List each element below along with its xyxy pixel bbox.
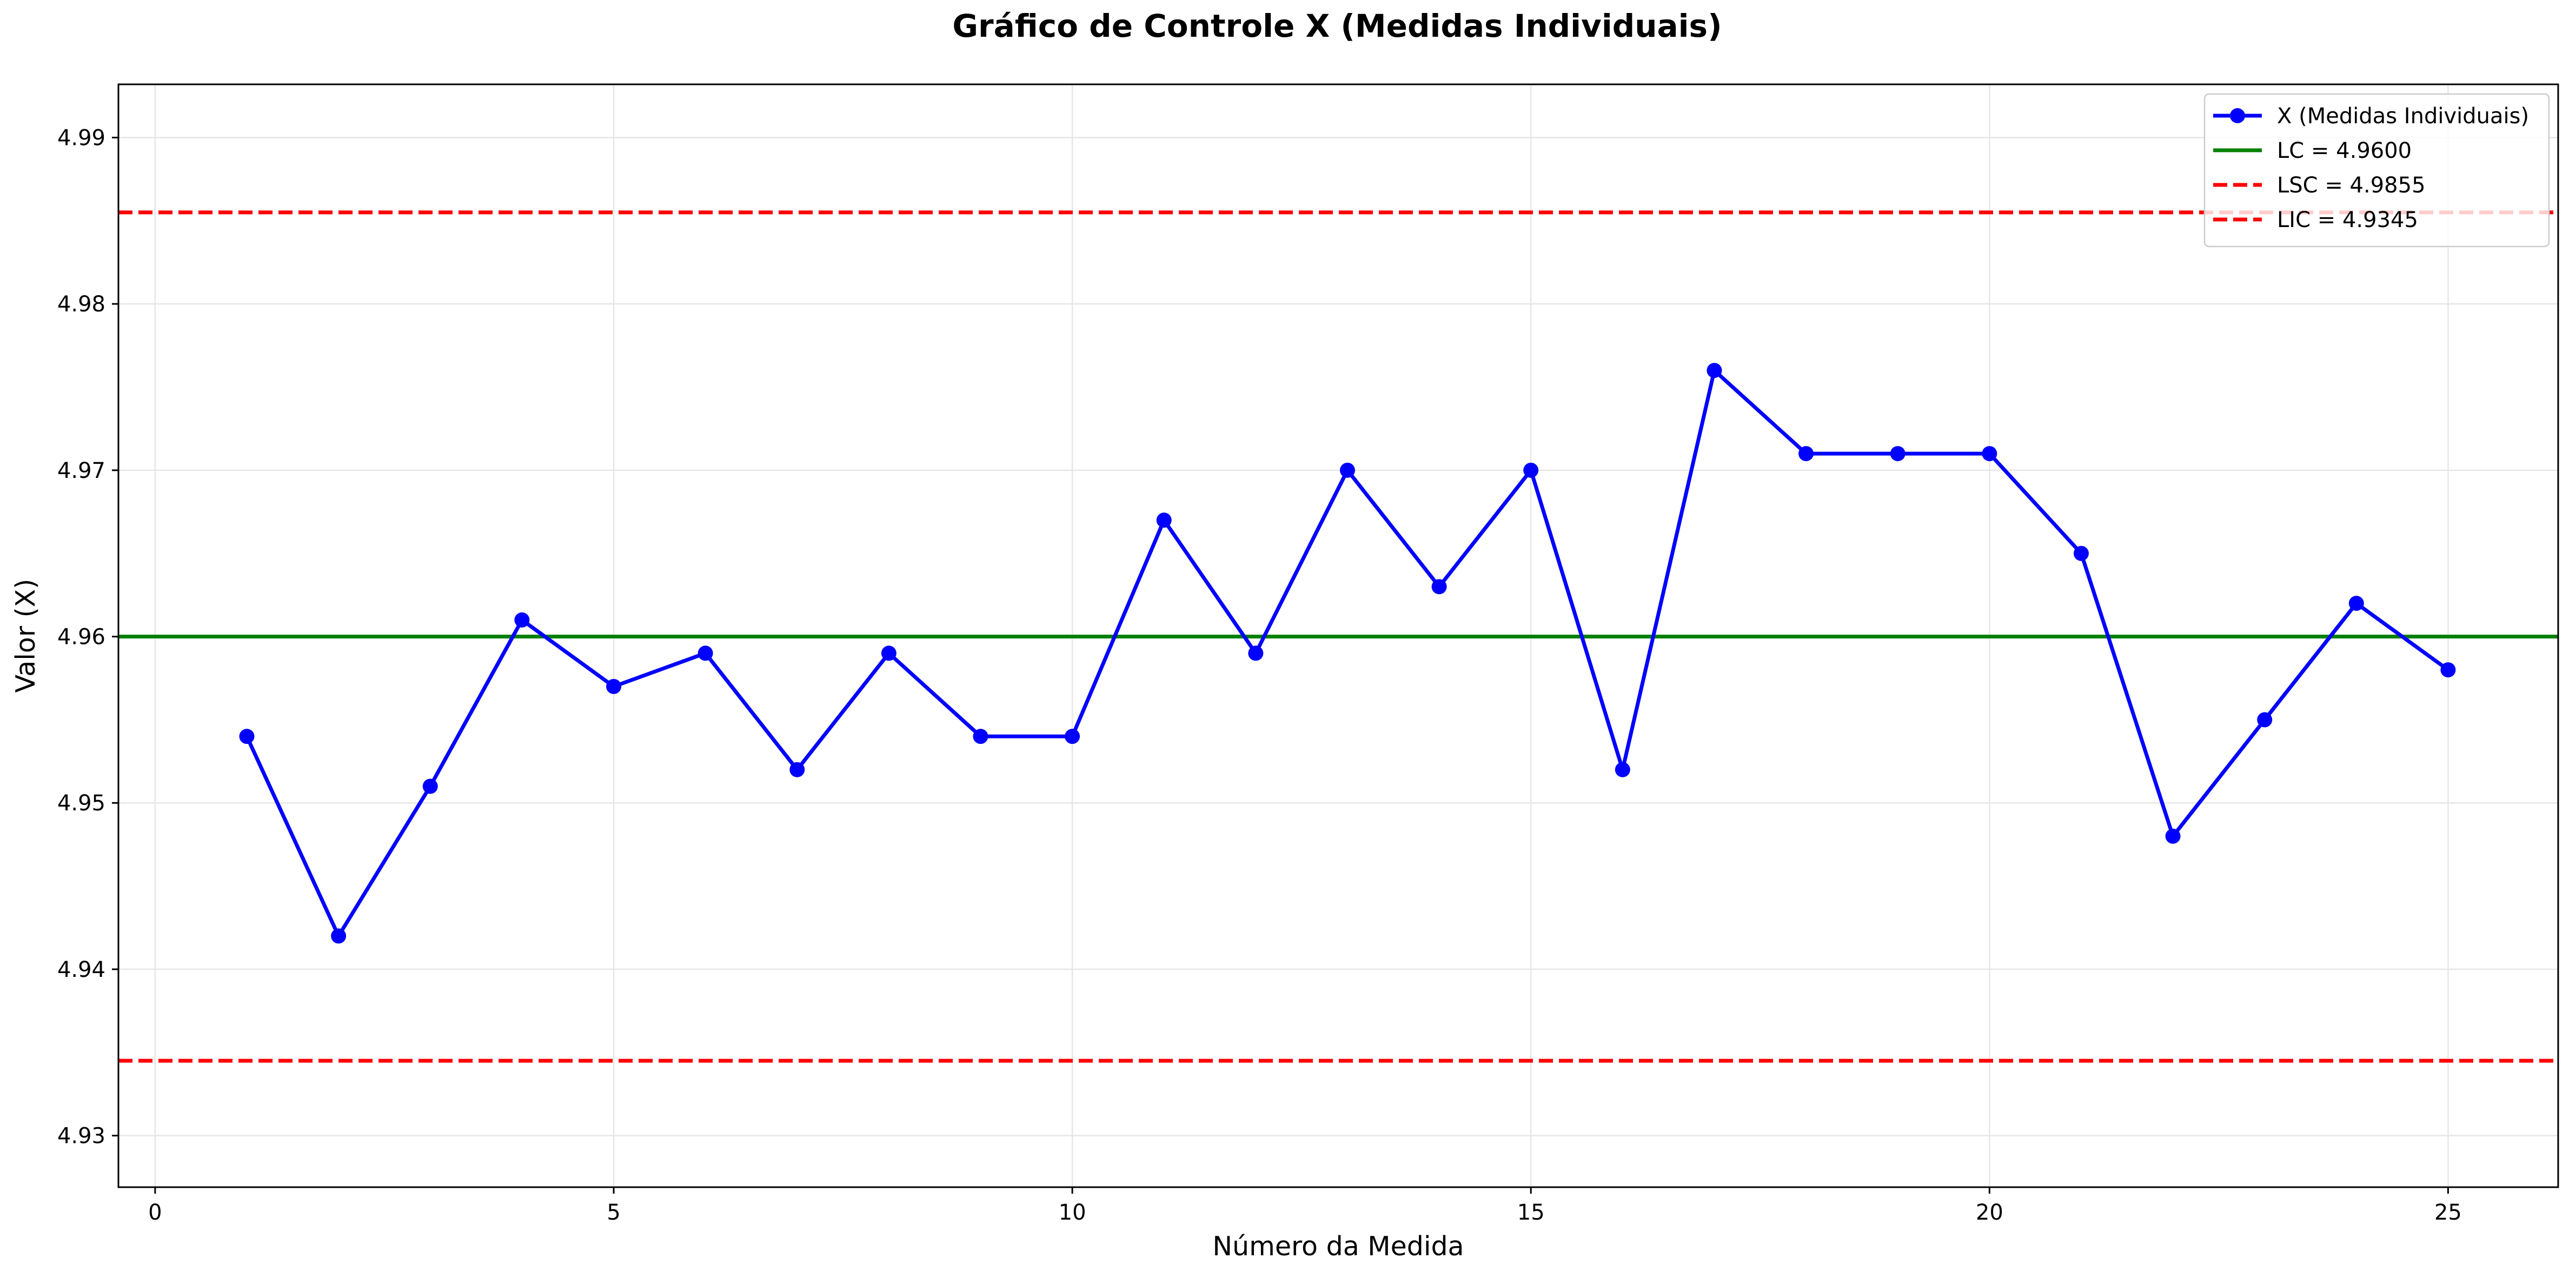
data-point [2073,545,2089,561]
plot-frame [117,83,2559,1188]
axis-ticks: 0 5 10 15 20 25 4.93 4.94 4.95 4.96 4.97 4.98 4.99 [57,125,2462,1225]
data-point [1156,512,1172,528]
y-axis-label: Valor (X) [10,579,41,693]
data-point [2348,596,2364,611]
data-point [698,645,713,661]
legend-box [2203,93,2550,248]
data-point [606,678,621,694]
data-point [1065,729,1080,744]
legend-marker [2230,108,2245,123]
y-tick-label: 4.98 [57,292,105,317]
legend-entry-label: X (Medidas Individuais) [2277,104,2529,129]
data-point [1798,446,1814,462]
x-tick-label: 25 [2434,1200,2462,1225]
data-point [973,729,988,744]
x-axis-label: Número da Medida [1212,1231,1464,1262]
data-point [2440,662,2456,678]
chart-title: Gráfico de Controle X (Medidas Individua… [952,8,1722,44]
y-tick-label: 4.94 [57,957,105,982]
data-point [1890,446,1906,462]
data-point [1339,462,1355,478]
legend-entry-label: LIC = 4.9345 [2277,208,2418,232]
data-point [1615,762,1630,777]
series-layer [239,363,2456,944]
reference-lines [118,210,2558,1063]
x-tick-label: 10 [1059,1200,1086,1225]
data-point [1431,579,1447,595]
x-tick-label: 0 [148,1200,162,1225]
x-tick-label: 20 [1976,1200,2003,1225]
x-tick-label: 5 [607,1200,620,1225]
y-tick-label: 4.99 [57,125,105,150]
legend-entry-label: LC = 4.9600 [2277,138,2412,163]
data-point [1523,462,1539,478]
data-point [2165,828,2181,844]
data-point [2257,712,2273,728]
data-point [1707,363,1722,378]
legend: X (Medidas Individuais) LC = 4.9600 LSC = … [2203,93,2550,248]
y-tick-label: 4.96 [57,625,105,650]
y-tick-label: 4.95 [57,791,105,816]
legend-entry-label: LSC = 4.9855 [2277,173,2426,198]
data-point [514,612,530,628]
data-point [422,778,438,794]
data-point [239,729,255,744]
data-point [789,762,805,777]
y-tick-label: 4.97 [57,458,105,483]
data-point [331,928,347,944]
data-point [1248,645,1264,661]
x-tick-label: 15 [1517,1200,1545,1225]
data-point [881,645,897,661]
y-tick-label: 4.93 [57,1124,105,1149]
data-point [1982,446,1997,462]
